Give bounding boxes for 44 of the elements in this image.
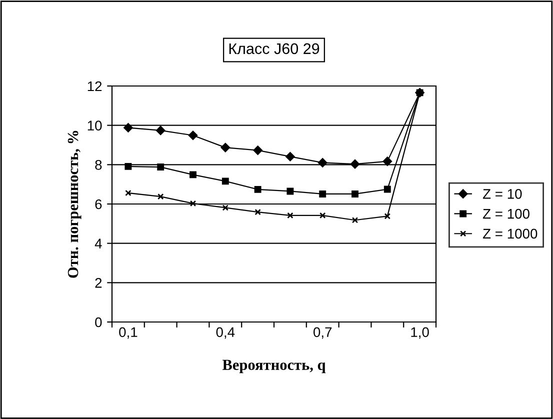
x-tick-label: 0,7 <box>313 327 332 339</box>
x-axis-title: Вероятность, q <box>222 360 326 374</box>
point <box>220 142 230 152</box>
point <box>382 156 392 166</box>
point <box>190 200 196 207</box>
point <box>352 217 358 224</box>
point <box>157 164 164 170</box>
point <box>352 190 358 198</box>
y-tick-label: 2 <box>95 278 102 288</box>
point <box>319 212 326 219</box>
point <box>319 190 326 198</box>
legend-label: Z = 1000 <box>482 228 538 239</box>
point <box>157 193 164 200</box>
point <box>124 162 132 170</box>
point <box>222 178 229 185</box>
y-tick-label: 0 <box>95 317 102 328</box>
y-tick-label: 8 <box>95 160 102 170</box>
point <box>318 158 328 168</box>
point <box>287 212 294 219</box>
point <box>384 186 391 193</box>
legend-label: Z = 10 <box>482 189 522 199</box>
x-tick-label: 1,0 <box>411 327 429 339</box>
point <box>190 171 196 178</box>
x-tick-label: 0,1 <box>119 327 138 339</box>
point <box>286 152 295 162</box>
point <box>254 208 261 216</box>
chart-title: Класс J60 29 <box>229 43 320 54</box>
point <box>125 190 132 196</box>
y-tick-label: 10 <box>88 120 102 131</box>
y-tick-label: 6 <box>95 199 102 210</box>
y-tick-label: 4 <box>94 238 102 248</box>
point <box>124 123 133 132</box>
y-axis-title: Отн. погрешность, % <box>68 130 82 278</box>
point <box>222 204 229 211</box>
point <box>350 159 360 169</box>
point <box>188 130 198 140</box>
point <box>156 126 166 136</box>
point <box>254 186 262 193</box>
point <box>286 188 294 195</box>
point <box>384 213 391 220</box>
y-tick-label: 12 <box>88 81 102 92</box>
legend-label: Z = 100 <box>482 208 530 219</box>
point <box>253 146 262 155</box>
x-tick-label: 0,4 <box>216 327 235 339</box>
